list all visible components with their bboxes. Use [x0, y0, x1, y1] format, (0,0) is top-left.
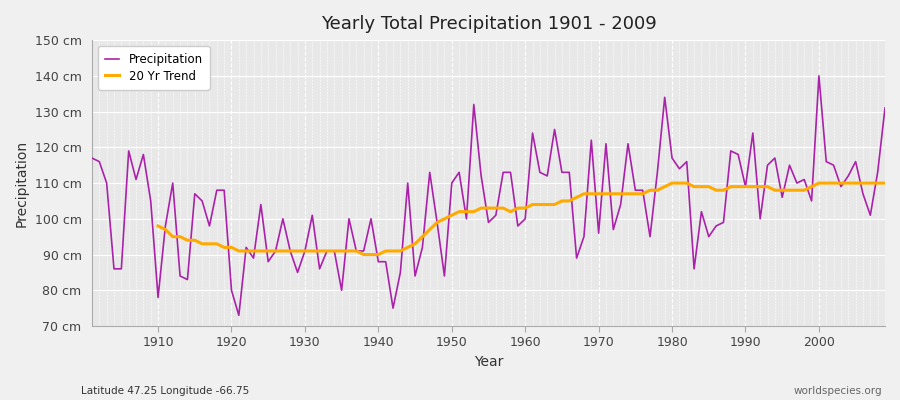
Line: 20 Yr Trend: 20 Yr Trend	[158, 183, 885, 254]
20 Yr Trend	[593, 191, 604, 196]
Line: Precipitation: Precipitation	[92, 76, 885, 315]
Precipitation	[527, 131, 538, 136]
20 Yr Trend	[153, 224, 164, 228]
Text: Latitude 47.25 Longitude -66.75: Latitude 47.25 Longitude -66.75	[81, 386, 249, 396]
Precipitation	[879, 106, 890, 110]
Precipitation	[233, 313, 244, 318]
Title: Yearly Total Precipitation 1901 - 2009: Yearly Total Precipitation 1901 - 2009	[320, 15, 656, 33]
Precipitation	[145, 198, 156, 203]
20 Yr Trend	[358, 252, 369, 257]
20 Yr Trend	[835, 181, 846, 186]
Precipitation	[86, 156, 97, 160]
X-axis label: Year: Year	[473, 355, 503, 369]
20 Yr Trend	[535, 202, 545, 207]
20 Yr Trend	[858, 181, 868, 186]
Precipitation	[520, 216, 531, 221]
Legend: Precipitation, 20 Yr Trend: Precipitation, 20 Yr Trend	[98, 46, 210, 90]
Text: worldspecies.org: worldspecies.org	[794, 386, 882, 396]
Precipitation	[358, 248, 369, 253]
20 Yr Trend	[879, 181, 890, 186]
20 Yr Trend	[292, 248, 303, 253]
20 Yr Trend	[667, 181, 678, 186]
Precipitation	[814, 74, 824, 78]
Y-axis label: Precipitation: Precipitation	[15, 140, 29, 227]
20 Yr Trend	[321, 248, 332, 253]
Precipitation	[314, 266, 325, 271]
Precipitation	[616, 202, 626, 207]
